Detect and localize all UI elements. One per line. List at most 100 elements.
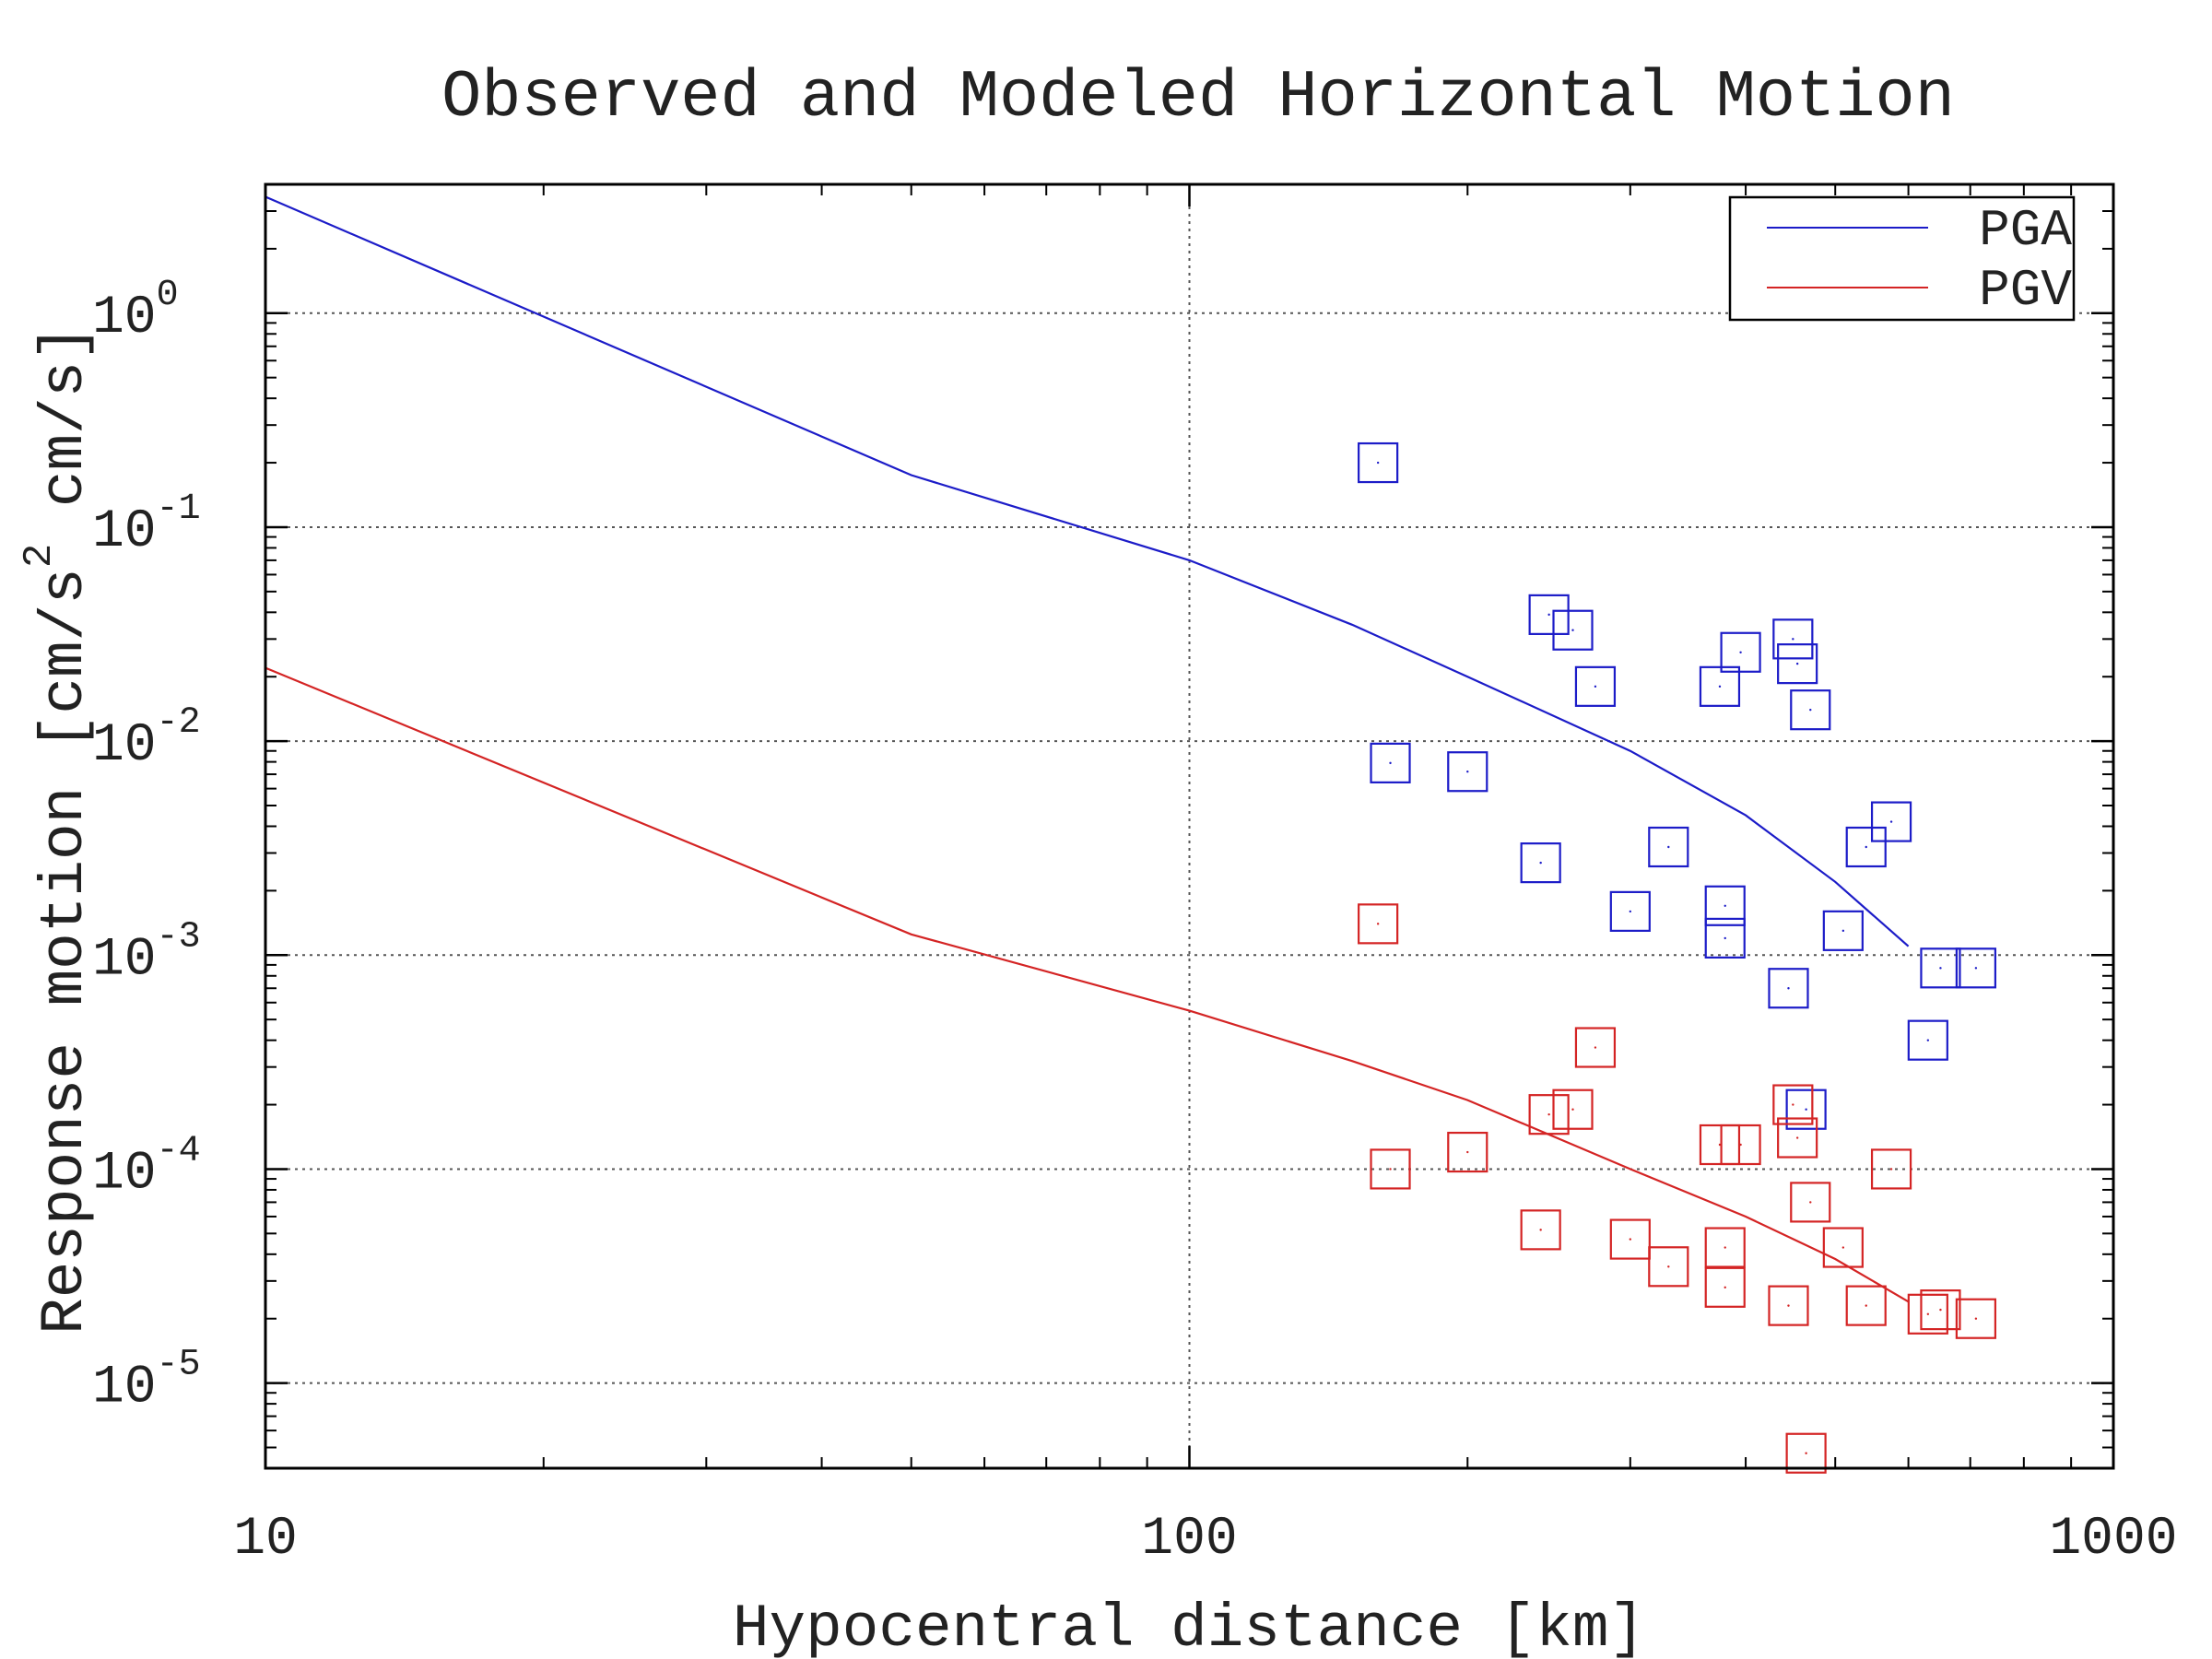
pga-observed-point <box>1822 910 1864 951</box>
pgv-observed-point <box>1520 1209 1561 1251</box>
y-axis-label-end: cm/s] <box>30 324 100 544</box>
pgv-observed-point-center <box>1809 1201 1812 1204</box>
legend-box <box>1728 195 2076 322</box>
x-tick-label: 10 <box>233 1510 298 1570</box>
pga-observed-point-center <box>1466 771 1469 773</box>
chart-title: Observed and Modeled Horizontal Motion <box>441 60 1955 135</box>
pgv-observed-point-center <box>1787 1304 1790 1307</box>
pga-observed-point-center <box>1739 651 1742 653</box>
pgv-observed-point <box>1785 1432 1827 1474</box>
pga-observed-point-center <box>1594 685 1597 688</box>
pgv-observed-point <box>1447 1131 1488 1173</box>
x-axis-label: Hypocentral distance [km] <box>733 1594 1645 1659</box>
pga-observed-point <box>1777 643 1818 685</box>
pga-observed-point <box>1785 1088 1827 1130</box>
pga-observed-point <box>1955 947 1996 989</box>
pgv-observed-point <box>1552 1088 1594 1130</box>
y-tick-label-exponent: -5 <box>157 1345 201 1386</box>
pga-observed-point <box>1447 751 1488 793</box>
pga-observed-point <box>1790 689 1831 731</box>
pgv-observed-point <box>1699 1124 1741 1166</box>
pga-observed-point-center <box>1718 685 1722 688</box>
y-axis-label-superscript: 2 <box>17 544 63 568</box>
pga-observed-point <box>1768 968 1809 1009</box>
pga-observed-point-center <box>1805 1108 1807 1111</box>
pga-observed-point <box>1720 631 1761 673</box>
pga-observed-point <box>1528 594 1570 635</box>
pga-observed-point <box>1870 801 1912 842</box>
pga-observed-point-center <box>1571 629 1574 631</box>
x-tick-labels: 10 100 1000 <box>233 1510 2177 1570</box>
pga-observed-point-center <box>1792 638 1794 641</box>
pgv-observed-point-center <box>1792 1103 1794 1106</box>
pgv-observed-point <box>1955 1298 1996 1339</box>
pgv-observed-point-center <box>1739 1143 1742 1147</box>
y-tick-label-base: 10 <box>92 502 157 562</box>
y-tick-label-base: 10 <box>92 1144 157 1204</box>
pga-observed-point <box>1358 441 1399 484</box>
pgv-observed-point <box>1704 1227 1746 1268</box>
pgv-observed-point <box>1528 1094 1570 1135</box>
y-tick-label: 10-1 <box>92 488 201 562</box>
y-tick-label: 10-2 <box>92 702 201 776</box>
pgv-observed-point <box>1777 1117 1818 1159</box>
pgv-observed-point <box>1358 903 1399 945</box>
y-axis-label: Response motion [cm/s2 cm/s] <box>17 324 100 1335</box>
pga-observed-point-center <box>1926 1039 1930 1041</box>
pgv-observed-point <box>1609 1218 1651 1260</box>
pga-observed-point <box>1520 842 1561 884</box>
pgv-observed-point <box>1704 1266 1746 1308</box>
y-tick-label-base: 10 <box>92 1359 157 1418</box>
pgv-observed-point-center <box>1466 1150 1469 1154</box>
pga-observed-point-center <box>1547 613 1550 617</box>
pgv-observed-point-center <box>1724 1246 1726 1249</box>
pgv-observed-point-center <box>1805 1452 1807 1454</box>
pgv-observed-point-center <box>1571 1108 1574 1111</box>
pga-observed-point-center <box>1629 910 1632 913</box>
pga-observed-point-center <box>1667 845 1670 849</box>
grid <box>265 184 2113 1468</box>
pga-model-line <box>265 195 1910 947</box>
y-tick-label-exponent: -1 <box>157 488 201 530</box>
y-tick-label: 10-3 <box>92 916 201 990</box>
axis-ticks <box>264 184 2115 1468</box>
pga-observed-point-center <box>1889 820 1893 823</box>
pga-observed-point-center <box>1724 904 1726 907</box>
legend-label-pga: PGA <box>1979 201 2072 260</box>
pgv-observed-point-center <box>1795 1136 1799 1139</box>
y-tick-label-exponent: 0 <box>157 275 179 316</box>
pga-observed-point <box>1704 885 1746 926</box>
pga-observed-point-center <box>1974 967 1978 970</box>
pga-observed-point <box>1699 665 1741 707</box>
x-tick-label: 100 <box>1141 1510 1237 1570</box>
y-tick-label-exponent: -2 <box>157 702 201 744</box>
series-layer <box>265 195 1996 1474</box>
pga-observed-point <box>1552 609 1594 651</box>
legend: PGA PGV <box>1728 195 2076 322</box>
pgv-observed-point <box>1790 1182 1831 1223</box>
pgv-observed-point <box>1768 1285 1809 1326</box>
pga-observed-point <box>1370 742 1411 783</box>
pga-observed-point-center <box>1939 967 1942 970</box>
y-tick-label-base: 10 <box>92 930 157 990</box>
pga-observed-point-center <box>1841 929 1845 933</box>
pgv-observed-point-center <box>1547 1112 1550 1116</box>
pgv-observed-point-center <box>1974 1317 1978 1320</box>
pga-observed-point-center <box>1795 662 1799 665</box>
y-tick-label: 100 <box>92 275 179 348</box>
pgv-observed-point-center <box>1389 1168 1392 1171</box>
pgv-observed-point-center <box>1939 1308 1942 1312</box>
pga-observed-point-center <box>1389 761 1392 765</box>
pgv-observed-point-center <box>1841 1246 1845 1249</box>
y-tick-label-exponent: -4 <box>157 1130 201 1171</box>
pga-observed-point <box>1845 826 1887 868</box>
pgv-observed-point-center <box>1926 1312 1930 1316</box>
x-tick-label: 1000 <box>2049 1510 2177 1570</box>
y-tick-label-exponent: -3 <box>157 916 201 958</box>
pgv-observed-point <box>1870 1148 1912 1190</box>
pgv-observed-point <box>1845 1285 1887 1326</box>
pga-observed-point-center <box>1724 936 1726 940</box>
pgv-observed-point-center <box>1629 1238 1632 1241</box>
pga-observed-point <box>1704 917 1746 959</box>
